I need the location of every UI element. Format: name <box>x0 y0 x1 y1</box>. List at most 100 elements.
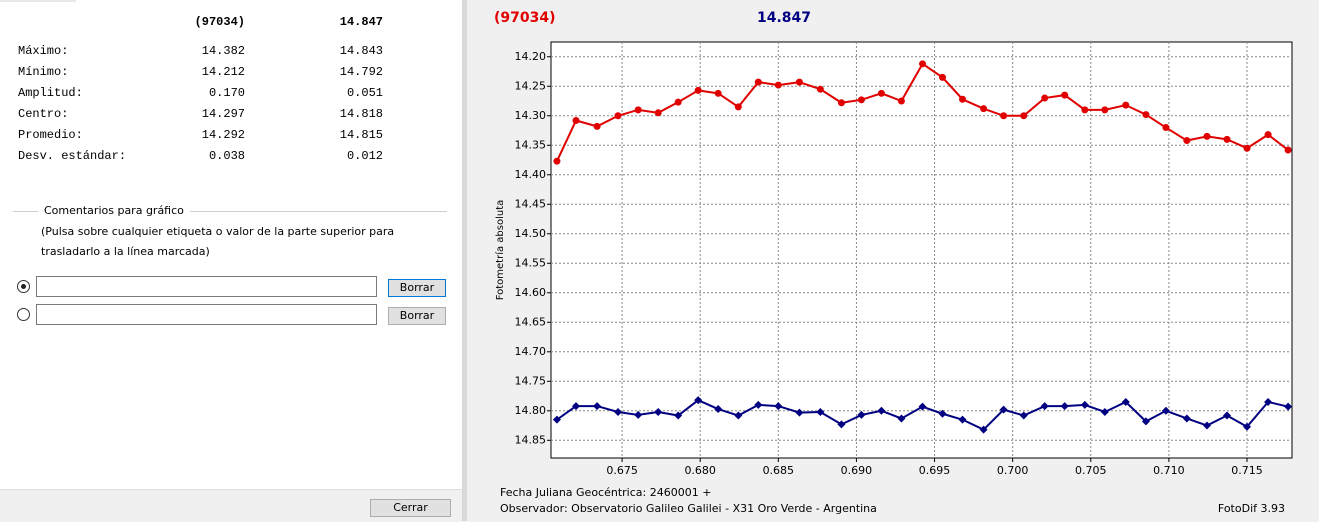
version: FotoDif 3.93 <box>1218 502 1285 515</box>
chart: (97034) 14.847 Fotometría absoluta Fecha… <box>494 10 1293 515</box>
radio[interactable] <box>17 280 30 293</box>
point <box>674 411 683 420</box>
x-tick-label: 0.710 <box>1153 464 1185 477</box>
y-tick-label: 14.85 <box>515 433 547 446</box>
column-header: (97034) <box>194 15 245 29</box>
point <box>1000 112 1008 120</box>
comment-input[interactable] <box>36 304 377 325</box>
y-tick-label: 14.60 <box>515 286 547 299</box>
stat-label: Centro: <box>18 107 69 121</box>
radio[interactable] <box>17 308 30 321</box>
point <box>1100 407 1109 416</box>
point <box>897 97 905 105</box>
footer: Fecha Juliana Geocéntrica: 2460001 + <box>500 486 711 499</box>
y-tick-label: 14.55 <box>515 256 547 269</box>
point <box>837 99 845 107</box>
point <box>1264 131 1272 139</box>
point <box>877 406 886 415</box>
column-header: 14.847 <box>339 15 383 29</box>
point <box>1020 112 1028 120</box>
y-tick-label: 14.50 <box>515 227 547 240</box>
point <box>816 407 825 416</box>
point <box>980 105 988 113</box>
y-tick-label: 14.45 <box>515 197 547 210</box>
point <box>714 89 722 97</box>
comment-input[interactable] <box>36 276 377 297</box>
x-tick-label: 0.705 <box>1075 464 1107 477</box>
y-tick-label: 14.40 <box>515 168 547 181</box>
point <box>1080 400 1089 409</box>
point <box>774 81 782 89</box>
point <box>614 112 622 120</box>
stat-value: 14.843 <box>339 44 383 58</box>
point <box>1162 124 1170 132</box>
point <box>1081 106 1089 114</box>
footer: Observador: Observatorio Galileo Galilei… <box>500 502 877 515</box>
x-tick-label: 0.715 <box>1231 464 1263 477</box>
point <box>674 98 682 106</box>
plot-area <box>550 41 1293 459</box>
point <box>1203 132 1211 140</box>
point <box>1284 402 1293 411</box>
point <box>795 408 804 417</box>
point <box>654 109 662 117</box>
point <box>919 60 927 68</box>
point <box>1041 94 1049 102</box>
stat-value: 14.818 <box>339 107 383 121</box>
stat-label: Mínimo: <box>18 65 69 79</box>
stat-value: 14.792 <box>339 65 383 79</box>
point <box>754 78 762 86</box>
point <box>593 402 602 411</box>
point <box>897 414 906 423</box>
point <box>1182 414 1191 423</box>
point <box>774 402 783 411</box>
y-tick-label: 14.25 <box>515 79 547 92</box>
tab-edge <box>0 0 76 2</box>
point <box>1061 91 1069 99</box>
group-line <box>13 211 447 212</box>
point <box>593 122 601 130</box>
y-tick-label: 14.35 <box>515 138 547 151</box>
y-tick-label: 14.75 <box>515 374 547 387</box>
point <box>734 411 743 420</box>
stat-value: 14.815 <box>339 128 383 142</box>
x-tick-label: 0.700 <box>997 464 1029 477</box>
close-button[interactable]: Cerrar <box>370 499 451 517</box>
point <box>1101 106 1109 114</box>
point <box>1264 397 1273 406</box>
point <box>1040 402 1049 411</box>
clear-button[interactable]: Borrar <box>388 279 446 297</box>
clear-button[interactable]: Borrar <box>388 307 446 325</box>
hint: (Pulsa sobre cualquier etiqueta o valor … <box>41 225 395 258</box>
point <box>634 106 642 114</box>
point <box>1141 417 1150 426</box>
point <box>958 415 967 424</box>
point <box>754 400 763 409</box>
y-tick-label: 14.30 <box>515 109 547 122</box>
point <box>1161 406 1170 415</box>
point <box>1243 422 1252 431</box>
stat-value: 14.292 <box>201 128 245 142</box>
point <box>694 396 703 405</box>
point <box>979 425 988 434</box>
stat-value: 0.012 <box>346 149 383 163</box>
y-tick-label: 14.80 <box>515 404 547 417</box>
point <box>734 103 742 111</box>
point <box>1183 137 1191 145</box>
chart-title: 14.847 <box>757 10 811 26</box>
stat-label: Amplitud: <box>18 86 83 100</box>
group-title: Comentarios para gráfico <box>38 204 190 217</box>
point <box>837 420 846 429</box>
stat-value: 14.382 <box>201 44 245 58</box>
stat-value: 14.212 <box>201 65 245 79</box>
bottom-bar: Cerrar <box>0 489 462 522</box>
point <box>1122 101 1130 109</box>
point <box>552 415 561 424</box>
stat-label: Promedio: <box>18 128 83 142</box>
y-tick-label: 14.20 <box>515 50 547 63</box>
point <box>1019 411 1028 420</box>
stat-value: 0.038 <box>208 149 245 163</box>
point <box>1243 144 1251 152</box>
point <box>1284 146 1292 154</box>
